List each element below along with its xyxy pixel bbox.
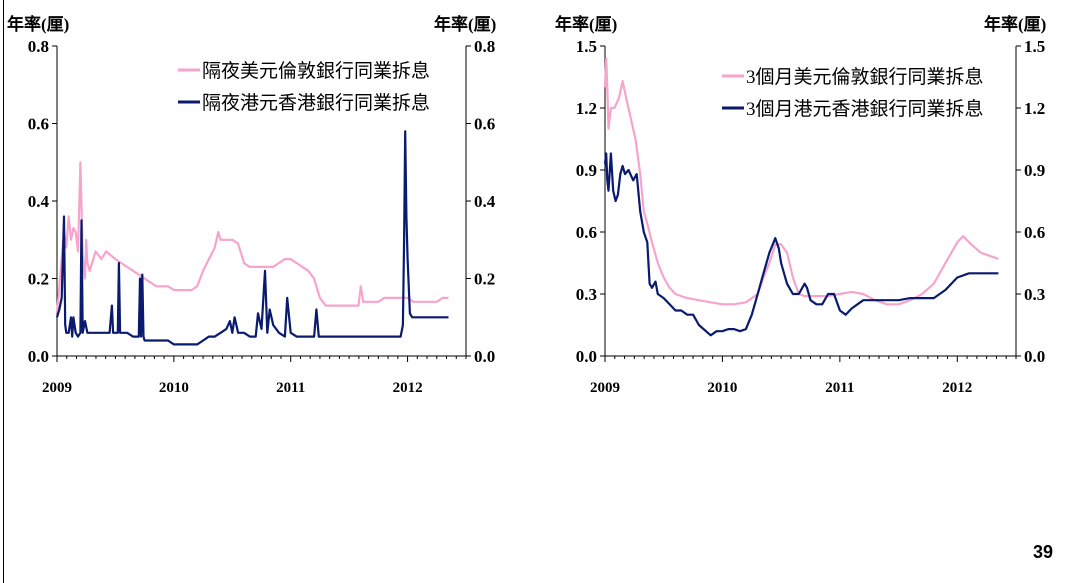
three-month-y-tick-label-left: 0.9 — [576, 161, 597, 180]
page-border — [3, 0, 4, 583]
three-month-y-tick-label-right: 0.0 — [1024, 347, 1045, 366]
three-month-y-tick-label-right: 0.9 — [1024, 161, 1045, 180]
three-month-y-tick-label-left: 1.2 — [576, 99, 597, 118]
overnight-legend-label-hkd: 隔夜港元香港銀行同業拆息 — [202, 92, 430, 114]
three-month-y-tick-label-left: 0.3 — [576, 285, 597, 304]
overnight-y-tick-label-right: 0.2 — [474, 270, 495, 289]
three-month-y-unit-right: 年率(厘) — [984, 14, 1046, 34]
overnight-y-unit-left: 年率(厘) — [7, 14, 69, 34]
overnight-legend-label-usd: 隔夜美元倫敦銀行同業拆息 — [202, 60, 430, 82]
overnight-x-tick-label: 2011 — [276, 380, 305, 396]
overnight-chart-group: 0.0 0.0 0.2 0.2 0.4 0.4 0.6 0.6 0.8 0.8 年率(厘) 年率(厘)… — [7, 14, 496, 396]
three-month-y-tick-label-right: 1.2 — [1024, 99, 1045, 118]
three-month-y-tick-label-left: 0.6 — [576, 223, 597, 242]
overnight-y-tick-label-right: 0.6 — [474, 115, 495, 134]
three-month-y-tick-label-right: 0.6 — [1024, 223, 1045, 242]
overnight-y-tick-label-right: 0.8 — [474, 37, 495, 56]
three-month-x-tick-label: 2011 — [825, 380, 854, 396]
overnight-y-tick-label-right: 0.0 — [474, 347, 495, 366]
three-month-x-tick-label: 2012 — [942, 380, 972, 396]
three-month-legend-label-usd: 3個月美元倫敦銀行同業拆息 — [746, 66, 984, 88]
three-month-y-tick-label-right: 1.5 — [1024, 37, 1045, 56]
overnight-y-tick-label-right: 0.4 — [474, 192, 496, 211]
three-month-y-tick-label-left: 0.0 — [576, 347, 597, 366]
three-month-series-line-hkd — [603, 152, 999, 337]
three-month-y-tick-label-left: 1.5 — [576, 37, 597, 56]
overnight-y-tick-label-left: 0.8 — [28, 37, 49, 56]
overnight-x-tick-label: 2012 — [393, 380, 423, 396]
three-month-chart-group: 0.0 0.0 0.3 0.3 0.6 0.6 0.9 0.9 1.2 1.2 1.5 1.5 年率(厘… — [555, 14, 1046, 396]
three-month-x-tick-label: 2009 — [590, 380, 620, 396]
page-number: 39 — [1032, 542, 1053, 562]
overnight-series-line-hkd — [55, 130, 449, 346]
overnight-y-tick-label-left: 0.4 — [28, 192, 50, 211]
overnight-y-tick-label-left: 0.2 — [28, 270, 49, 289]
overnight-y-tick-label-left: 0.6 — [28, 115, 49, 134]
three-month-y-unit-left: 年率(厘) — [555, 14, 617, 34]
three-month-x-tick-label: 2010 — [707, 380, 737, 396]
three-month-series-line-usd — [603, 57, 999, 306]
overnight-y-unit-right: 年率(厘) — [434, 14, 496, 34]
three-month-legend-label-hkd: 3個月港元香港銀行同業拆息 — [746, 98, 984, 120]
overnight-x-tick-label: 2009 — [42, 380, 72, 396]
three-month-y-tick-label-right: 0.3 — [1024, 285, 1045, 304]
overnight-y-tick-label-left: 0.0 — [28, 347, 49, 366]
overnight-series-line-usd — [55, 161, 449, 314]
overnight-x-tick-label: 2010 — [159, 380, 189, 396]
